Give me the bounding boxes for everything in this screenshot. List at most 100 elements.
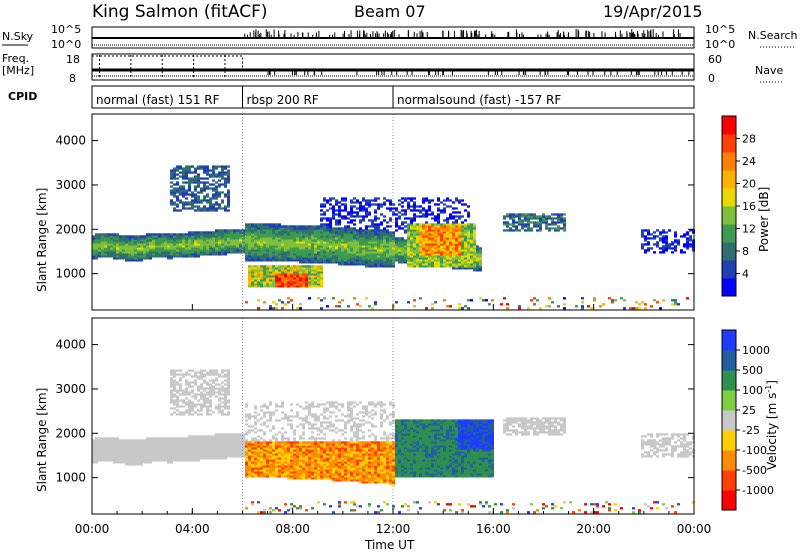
velocity-cell [191, 385, 194, 387]
power-cell [191, 201, 194, 203]
velocity-cell [149, 441, 152, 443]
velocity-cell [164, 451, 167, 453]
power-cell [410, 219, 413, 221]
power-cell [488, 303, 491, 305]
power-cell [140, 239, 143, 241]
power-cell [173, 177, 176, 179]
velocity-cell [194, 435, 197, 437]
power-cell [314, 285, 317, 287]
power-cell [296, 233, 299, 235]
power-cell [659, 307, 662, 309]
power-cell [146, 243, 149, 245]
power-cell [116, 245, 119, 247]
power-cell [467, 249, 470, 251]
power-cell [338, 245, 341, 247]
velocity-cell [146, 441, 149, 443]
power-cell [557, 217, 560, 219]
power-cell [407, 245, 410, 247]
power-cell [464, 231, 467, 233]
power-cell [515, 213, 518, 215]
power-cell [473, 253, 476, 255]
power-cell [272, 257, 275, 259]
power-cell [329, 249, 332, 251]
velocity-cell [227, 435, 230, 437]
power-cell [158, 245, 161, 247]
power-cell [230, 241, 233, 243]
power-cell [440, 241, 443, 243]
velocity-cell [128, 451, 131, 453]
power-cell [428, 249, 431, 251]
power-cell [386, 249, 389, 251]
power-cell [383, 265, 386, 267]
velocity-cell [158, 447, 161, 449]
velocity-cell [173, 411, 176, 413]
power-cell [248, 223, 251, 225]
velocity-cell [272, 471, 275, 473]
power-cell [425, 249, 428, 251]
power-cell [383, 251, 386, 253]
velocity-cell [209, 387, 212, 389]
power-cell [452, 221, 455, 223]
power-cell [230, 249, 233, 251]
velocity-cell [248, 447, 251, 449]
power-cell [431, 303, 434, 305]
velocity-cell [227, 379, 230, 381]
power-cell [320, 275, 323, 277]
power-cell [215, 193, 218, 195]
velocity-cell [281, 445, 284, 447]
power-cell [257, 233, 260, 235]
power-cell [272, 269, 275, 271]
power-cell [305, 279, 308, 281]
velocity-cell [95, 439, 98, 441]
velocity-cell [257, 461, 260, 463]
power-cell [311, 253, 314, 255]
power-cell [344, 203, 347, 205]
power-cell [275, 257, 278, 259]
power-cell [218, 171, 221, 173]
power-cell [389, 249, 392, 251]
power-cell [341, 299, 344, 301]
power-cell [332, 261, 335, 263]
power-cell [185, 233, 188, 235]
power-cell [476, 259, 479, 261]
velocity-cell [254, 475, 257, 477]
power-cell [110, 241, 113, 243]
velocity-cell [269, 507, 272, 509]
power-cell [440, 235, 443, 237]
power-cell [659, 247, 662, 249]
power-cell [341, 215, 344, 217]
power-cell [443, 299, 446, 301]
power-cell [470, 263, 473, 265]
power-cell [470, 265, 473, 267]
power-cell [461, 245, 464, 247]
velocity-cell [206, 437, 209, 439]
velocity-cell [104, 447, 107, 449]
velocity-cell [152, 445, 155, 447]
power-cell [470, 255, 473, 257]
velocity-cell [251, 465, 254, 467]
velocity-cell [260, 443, 263, 445]
power-cell [251, 235, 254, 237]
power-cell [314, 269, 317, 271]
power-cell [341, 239, 344, 241]
power-cell [674, 245, 677, 247]
power-cell [470, 257, 473, 259]
power-cell [413, 229, 416, 231]
power-cell [176, 243, 179, 245]
power-cell [401, 243, 404, 245]
power-cell [308, 247, 311, 249]
power-cell [173, 237, 176, 239]
velocity-cell [245, 423, 248, 425]
power-cell [179, 171, 182, 173]
power-cell [326, 223, 329, 225]
power-cell [257, 227, 260, 229]
velocity-cell [224, 369, 227, 371]
power-cell [539, 221, 542, 223]
power-cell [248, 251, 251, 253]
power-cell [263, 271, 266, 273]
velocity-cell [251, 461, 254, 463]
power-cell [473, 229, 476, 231]
power-cell [302, 231, 305, 233]
power-cell [137, 241, 140, 243]
power-cell [215, 247, 218, 249]
